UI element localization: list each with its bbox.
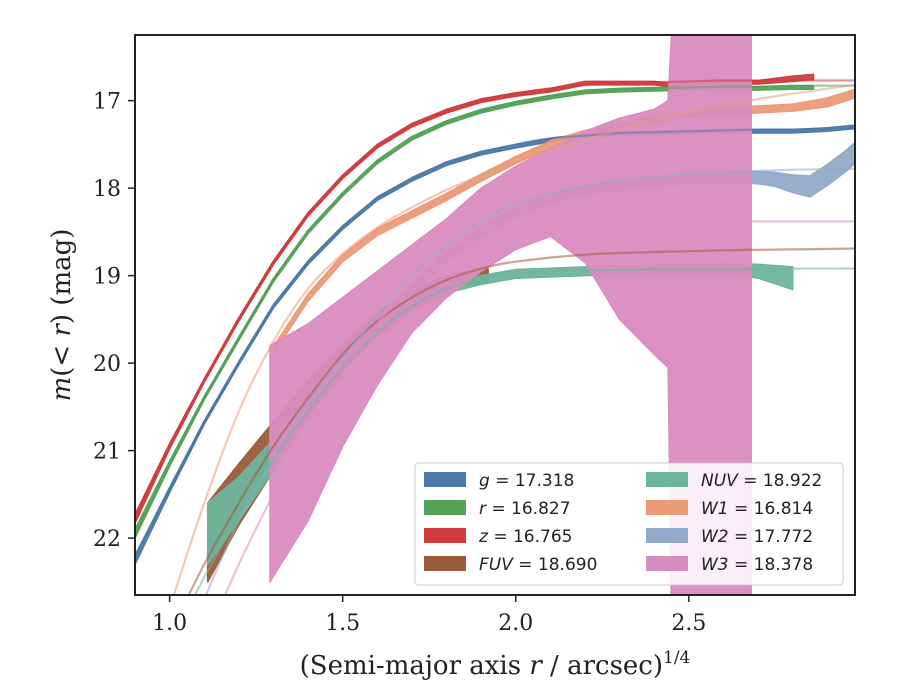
legend-box (414, 462, 844, 586)
legend: g = 17.318 r = 16.827 z = 16.765 FUV = 18.6… (414, 462, 844, 586)
model-curves (135, 79, 855, 595)
y-axis-label-close: ) (47, 314, 77, 324)
x-tick-label: 2.0 (498, 611, 533, 636)
x-axis-label-exponent: 1/4 (663, 648, 690, 668)
legend-label-z: z = 16.765 (478, 527, 572, 547)
y-axis-label: m(< r) (mag) (47, 229, 77, 402)
model-r (135, 84, 855, 535)
y-axis-label-m: m (47, 377, 77, 402)
plot-frame (134, 34, 856, 596)
legend-swatch-nuv (646, 472, 688, 487)
model-fuv (187, 247, 855, 595)
model-z (135, 79, 855, 520)
y-axis-label-r: r (47, 323, 77, 337)
band-r (135, 85, 815, 539)
legend-label-r: r = 16.827 (479, 499, 571, 519)
y-tick-label: 20 (93, 352, 121, 377)
y-tick-label: 22 (93, 527, 121, 552)
legend-label-w1: W1 = 16.814 (701, 499, 813, 519)
x-axis-ticks: 1.0 1.5 2.0 2.5 (152, 595, 706, 636)
x-axis-label-post: / arcsec) (542, 651, 663, 681)
legend-swatch-w3 (646, 556, 688, 571)
legend-swatch-w2 (646, 528, 688, 543)
y-tick-label: 21 (93, 440, 121, 465)
legend-swatch-g (424, 472, 466, 487)
model-w1 (172, 83, 855, 595)
legend-swatch-w1 (646, 500, 688, 515)
legend-swatch-fuv (424, 556, 466, 571)
legend-label-g: g = 17.318 (479, 471, 574, 491)
band-w3 (269, 35, 752, 595)
y-axis-label-open: ( (47, 367, 77, 377)
y-axis-label-lt: < (47, 337, 77, 367)
model-w3 (223, 220, 855, 595)
legend-label-nuv: NUV = 18.922 (701, 471, 822, 491)
y-tick-label: 18 (93, 177, 121, 202)
x-axis-label: (Semi-major axis r / arcsec)1/4 (300, 648, 691, 681)
legend-label-w3: W3 = 18.378 (701, 555, 813, 575)
x-axis-label-var: r (529, 651, 543, 681)
legend-swatch-z (424, 528, 466, 543)
y-axis-label-unit: (mag) (47, 229, 77, 314)
x-axis-label-pre: (Semi-major axis (300, 651, 530, 681)
y-axis-ticks: 17 18 19 20 21 22 (93, 90, 135, 552)
legend-label-fuv: FUV = 18.690 (479, 555, 597, 575)
legend-swatch-r (424, 500, 466, 515)
x-tick-label: 1.5 (325, 611, 360, 636)
x-tick-label: 2.5 (671, 611, 706, 636)
y-tick-label: 19 (93, 265, 121, 290)
y-tick-label: 17 (93, 90, 121, 115)
model-g (135, 127, 855, 557)
x-tick-label: 1.0 (152, 611, 187, 636)
model-w2 (204, 167, 855, 595)
legend-label-w2: W2 = 17.772 (701, 527, 813, 547)
